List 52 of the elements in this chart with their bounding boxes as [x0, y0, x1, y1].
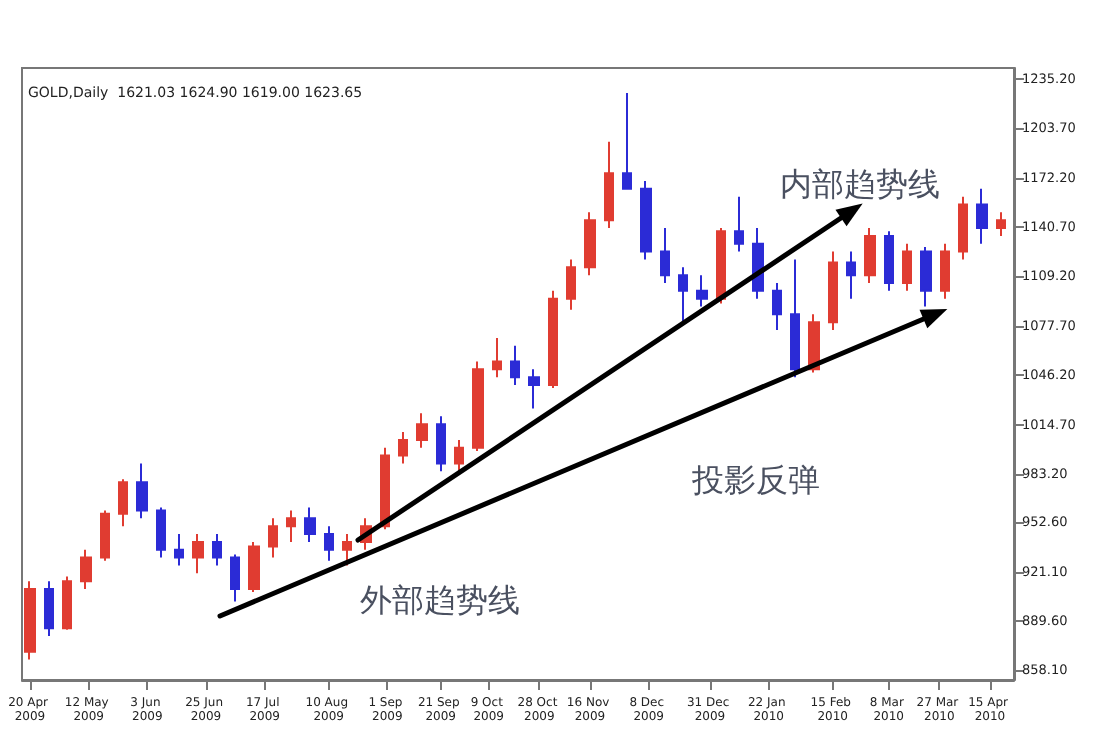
candlestick [24, 580, 36, 661]
candlestick [528, 368, 540, 410]
candlestick [696, 274, 708, 308]
candlestick [174, 533, 184, 567]
candlestick [416, 412, 428, 449]
candlestick [828, 250, 838, 332]
candlestick [192, 533, 204, 575]
candlestick [716, 227, 726, 305]
candlestick [548, 289, 558, 390]
candlestick [380, 446, 390, 531]
candlestick [230, 553, 240, 603]
candlestick [286, 509, 296, 543]
candlestick [920, 245, 932, 308]
annotation: 投影反弹 [690, 461, 820, 499]
candlestick [118, 478, 128, 528]
candlestick [454, 438, 464, 473]
candlestick [884, 230, 894, 292]
candlestick [100, 509, 110, 562]
candlestick [80, 548, 92, 590]
candlestick [678, 266, 688, 324]
candlestick [304, 506, 316, 543]
candlestick [584, 211, 596, 277]
candlestick [958, 195, 968, 261]
candlestick [996, 211, 1006, 237]
candlestick [734, 195, 744, 253]
candlestick [212, 533, 222, 567]
annotation: 外部趋势线 [360, 581, 520, 619]
candlestick [44, 580, 54, 638]
candlestick [436, 415, 446, 473]
candlestick [566, 258, 576, 311]
candlestick [324, 525, 334, 562]
candlestick [268, 517, 278, 559]
candlestick [940, 242, 950, 300]
candlestick [398, 431, 408, 465]
candlestick [864, 227, 876, 284]
annotation: 内部趋势线 [780, 165, 940, 203]
candlestick [622, 92, 632, 190]
candlestick [976, 187, 988, 245]
candlestick [846, 250, 856, 300]
candlestick [660, 227, 670, 284]
candlestick [604, 140, 614, 230]
candlestick [790, 258, 800, 379]
candlestick [902, 242, 912, 292]
candlestick [772, 281, 782, 332]
candlestick [510, 344, 520, 386]
candlestick [472, 360, 484, 452]
candlestick [156, 506, 166, 559]
candlestick [62, 575, 72, 631]
candlestick [248, 540, 260, 594]
candlestick [136, 462, 148, 520]
candlestick [492, 336, 502, 379]
candlestick [640, 179, 652, 261]
